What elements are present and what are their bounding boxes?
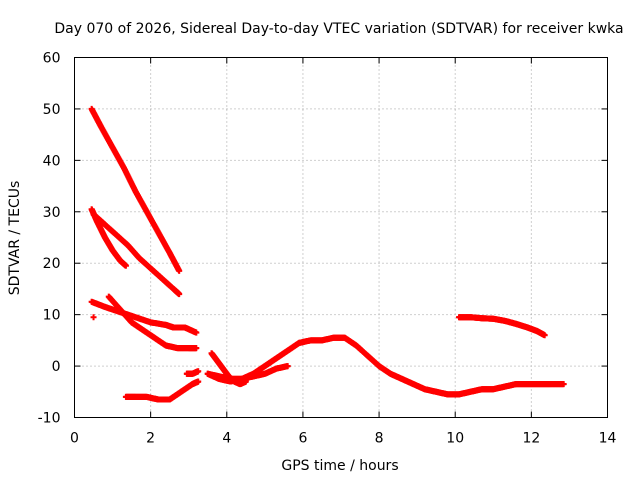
y-tick-label: 30 <box>43 205 61 221</box>
chart-title: Day 070 of 2026, Sidereal Day-to-day VTE… <box>54 21 623 37</box>
data-point <box>176 267 183 274</box>
x-tick-label: 12 <box>522 431 540 447</box>
plot-frame <box>74 57 608 418</box>
tick-labels: 0 2 4 6 8 10 12 14 -10 0 10 20 30 40 50 60 <box>38 51 617 447</box>
y-tick-label: 0 <box>52 359 61 375</box>
data-point <box>193 329 200 336</box>
data-point <box>193 345 200 352</box>
y-axis-label: SDTVAR / TECUs <box>7 181 23 296</box>
x-tick-label: 10 <box>446 431 464 447</box>
series-point-f <box>90 314 97 321</box>
series-track-a <box>88 105 183 274</box>
y-tick-label: 20 <box>43 256 61 272</box>
data-point <box>284 363 291 370</box>
series-track-e <box>105 293 200 352</box>
x-tick-label: 0 <box>70 431 79 447</box>
y-tick-label: 60 <box>43 51 61 67</box>
series-track-g <box>122 378 202 403</box>
x-tick-label: 2 <box>146 431 155 447</box>
y-tick-label: 40 <box>43 153 61 169</box>
data-point <box>560 381 567 388</box>
grid <box>74 57 608 418</box>
axis-ticks <box>74 57 608 418</box>
series-track-c <box>90 211 183 298</box>
x-tick-label: 14 <box>599 431 617 447</box>
y-tick-label: 10 <box>43 308 61 324</box>
series-track-l <box>456 314 548 339</box>
data-point <box>195 368 202 375</box>
data-point <box>176 291 183 298</box>
x-tick-label: 8 <box>375 431 384 447</box>
x-axis-label: GPS time / hours <box>281 458 398 474</box>
y-tick-label: 50 <box>43 102 61 118</box>
y-tick-label: -10 <box>38 411 61 427</box>
data-point <box>195 378 202 385</box>
series-track-h <box>183 368 202 377</box>
data-point <box>90 314 97 321</box>
data-point <box>541 332 548 339</box>
data-point <box>122 262 129 269</box>
x-tick-label: 6 <box>298 431 307 447</box>
x-tick-label: 4 <box>222 431 231 447</box>
data-points <box>88 105 567 403</box>
series-track-k <box>204 334 567 398</box>
